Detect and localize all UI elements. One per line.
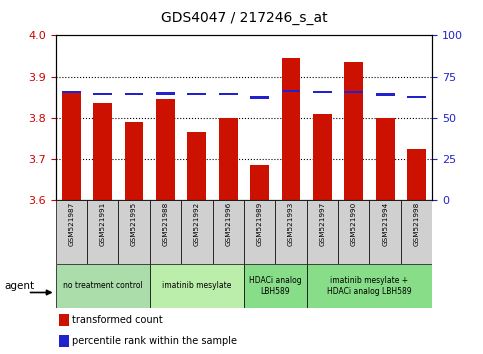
Bar	[282, 90, 300, 92]
Text: no treatment control: no treatment control	[63, 281, 142, 290]
Text: HDACi analog
LBH589: HDACi analog LBH589	[249, 276, 301, 296]
Text: GSM521997: GSM521997	[319, 202, 326, 246]
FancyBboxPatch shape	[150, 200, 181, 264]
Bar	[187, 93, 206, 95]
Bar	[93, 103, 112, 200]
Text: GSM521990: GSM521990	[351, 202, 357, 246]
Bar	[125, 93, 143, 95]
FancyBboxPatch shape	[118, 200, 150, 264]
Bar	[344, 91, 363, 93]
Bar	[56, 264, 150, 308]
FancyBboxPatch shape	[87, 200, 118, 264]
Text: percentile rank within the sample: percentile rank within the sample	[72, 336, 238, 346]
Bar	[250, 165, 269, 200]
FancyBboxPatch shape	[401, 200, 432, 264]
Bar	[219, 93, 238, 95]
Text: GSM521989: GSM521989	[256, 202, 263, 246]
Text: GSM521991: GSM521991	[99, 202, 106, 246]
Text: GSM521998: GSM521998	[413, 202, 420, 246]
Text: imatinib mesylate: imatinib mesylate	[162, 281, 231, 290]
Bar	[313, 91, 332, 93]
Bar	[93, 93, 112, 95]
Text: GDS4047 / 217246_s_at: GDS4047 / 217246_s_at	[161, 11, 327, 25]
Bar	[219, 118, 238, 200]
Bar	[150, 264, 244, 308]
Bar	[125, 122, 143, 200]
Bar	[407, 96, 426, 98]
Bar	[62, 91, 81, 93]
Text: GSM521996: GSM521996	[225, 202, 231, 246]
FancyBboxPatch shape	[181, 200, 213, 264]
Text: GSM521988: GSM521988	[162, 202, 169, 246]
Text: imatinib mesylate +
HDACi analog LBH589: imatinib mesylate + HDACi analog LBH589	[327, 276, 412, 296]
FancyBboxPatch shape	[244, 200, 275, 264]
Bar	[313, 114, 332, 200]
Bar	[407, 149, 426, 200]
Bar	[156, 92, 175, 95]
FancyBboxPatch shape	[275, 200, 307, 264]
Bar	[59, 335, 69, 347]
Bar	[376, 93, 395, 96]
Text: GSM521994: GSM521994	[382, 202, 388, 246]
Text: transformed count: transformed count	[72, 315, 163, 325]
FancyBboxPatch shape	[56, 200, 87, 264]
FancyBboxPatch shape	[307, 200, 338, 264]
Text: GSM521995: GSM521995	[131, 202, 137, 246]
Bar	[376, 118, 395, 200]
Bar	[62, 91, 81, 200]
Text: agent: agent	[5, 281, 35, 291]
Bar	[244, 264, 307, 308]
FancyBboxPatch shape	[369, 200, 401, 264]
Bar	[282, 58, 300, 200]
Bar	[307, 264, 432, 308]
FancyBboxPatch shape	[338, 200, 369, 264]
Bar	[156, 99, 175, 200]
Text: GSM521992: GSM521992	[194, 202, 200, 246]
Bar	[344, 62, 363, 200]
Text: GSM521987: GSM521987	[68, 202, 74, 246]
Bar	[59, 314, 69, 326]
Bar	[187, 132, 206, 200]
Bar	[250, 96, 269, 98]
FancyBboxPatch shape	[213, 200, 244, 264]
Text: GSM521993: GSM521993	[288, 202, 294, 246]
